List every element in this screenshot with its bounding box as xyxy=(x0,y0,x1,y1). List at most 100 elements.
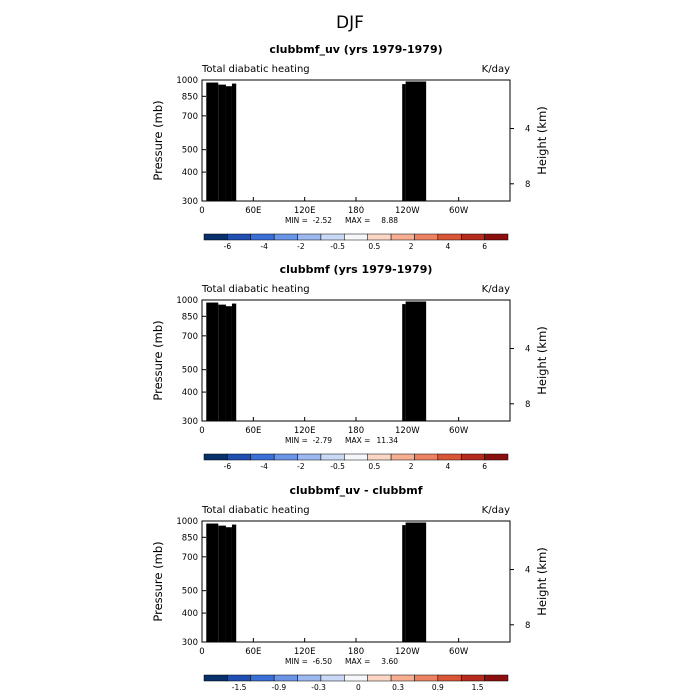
plot-frame xyxy=(201,299,511,422)
colorbar-swatch xyxy=(460,453,485,461)
panel-title: clubbmf_uv (yrs 1979-1979) xyxy=(269,43,442,56)
colorbar-swatch xyxy=(297,453,322,461)
y-axis-label: Pressure (mb) xyxy=(151,320,165,400)
y-tick-label: 850 xyxy=(182,533,198,543)
colorbar-swatch xyxy=(484,674,509,682)
colorbar-swatch xyxy=(273,233,298,241)
units-label: K/day xyxy=(482,284,510,295)
colorbar-swatch xyxy=(320,233,345,241)
y-right-tick-label: 4 xyxy=(525,566,530,576)
colorbar-swatch xyxy=(390,674,415,682)
y-tick-label: 850 xyxy=(182,312,198,322)
y-tick-label: 700 xyxy=(182,332,198,342)
plot-frame xyxy=(201,520,511,643)
colorbar-tick-label: 4 xyxy=(445,242,450,251)
colorbar-tick-label: 1.5 xyxy=(472,683,484,692)
y-right-tick-label: 4 xyxy=(525,345,530,355)
colorbar-swatch xyxy=(414,233,439,241)
panel-title: clubbmf (yrs 1979-1979) xyxy=(280,263,433,276)
colorbar-swatch xyxy=(367,674,392,682)
colorbar-tick-label: 4 xyxy=(445,462,450,471)
colorbar-swatch xyxy=(344,453,368,461)
y-tick-label: 700 xyxy=(182,553,198,563)
colorbar-swatch xyxy=(250,453,275,461)
y-right-tick-label: 8 xyxy=(525,621,530,631)
colorbar-tick-label: -0.5 xyxy=(330,462,345,471)
terrain-mask xyxy=(231,524,237,642)
max-label: MAX = xyxy=(345,216,370,225)
colorbar-tick-label: 0.5 xyxy=(368,242,380,251)
colorbar-tick-label: -0.5 xyxy=(330,242,345,251)
y-tick-label: 1000 xyxy=(176,296,198,306)
left-string: Total diabatic heating xyxy=(201,505,310,516)
colorbar-swatch xyxy=(484,453,509,461)
terrain-mask xyxy=(402,84,406,201)
left-string: Total diabatic heating xyxy=(201,284,310,295)
panel-2: clubbmf (yrs 1979-1979) Total diabatic he… xyxy=(151,263,549,471)
y-axis-label: Pressure (mb) xyxy=(151,541,165,621)
colorbar-swatch xyxy=(390,453,415,461)
colorbar-tick-label: -6 xyxy=(224,462,232,471)
x-tick-label: 60W xyxy=(449,426,469,436)
plot-frame xyxy=(201,79,511,202)
units-label: K/day xyxy=(482,505,510,516)
y-right-axis-label: Height (km) xyxy=(535,547,549,616)
colorbar-swatch xyxy=(437,233,462,241)
colorbar-swatch xyxy=(344,233,368,241)
max-value: 3.60 xyxy=(381,657,398,666)
colorbar-tick-label: 2 xyxy=(409,242,414,251)
terrain-mask xyxy=(231,303,237,421)
min-label: MIN = xyxy=(285,436,308,445)
x-tick-label: 60E xyxy=(245,426,261,436)
panel-1: clubbmf_uv (yrs 1979-1979) Total diabatic… xyxy=(151,43,549,251)
y-tick-label: 400 xyxy=(182,388,198,398)
colorbar-swatch xyxy=(273,674,298,682)
figure-title: DJF xyxy=(336,13,364,33)
colorbar-swatch xyxy=(297,674,322,682)
colorbar-tick-label: 0.3 xyxy=(392,683,404,692)
terrain-mask xyxy=(206,523,219,642)
y-tick-label: 400 xyxy=(182,609,198,619)
y-right-axis-label: Height (km) xyxy=(535,326,549,395)
max-label: MAX = xyxy=(345,436,370,445)
y-tick-label: 700 xyxy=(182,112,198,122)
colorbar: -1.5 -0.9 -0.3 0 0.3 0.9 1.5 xyxy=(203,674,509,692)
colorbar-tick-label: -2 xyxy=(297,462,305,471)
y-tick-label: 300 xyxy=(182,417,198,427)
colorbar-swatch xyxy=(273,453,298,461)
colorbar-tick-label: 6 xyxy=(482,242,487,251)
terrain-mask xyxy=(206,82,219,201)
colorbar-swatch xyxy=(227,674,252,682)
y-tick-label: 1000 xyxy=(176,76,198,86)
terrain-mask xyxy=(218,84,226,201)
colorbar-tick-label: -0.3 xyxy=(311,683,326,692)
terrain-mask xyxy=(402,304,406,421)
colorbar-swatch xyxy=(390,233,415,241)
max-label: MAX = xyxy=(345,657,370,666)
y-tick-label: 400 xyxy=(182,168,198,178)
units-label: K/day xyxy=(482,64,510,75)
terrain-mask xyxy=(218,525,226,642)
colorbar-swatch xyxy=(250,674,275,682)
panel-title: clubbmf_uv - clubbmf xyxy=(290,484,423,497)
colorbar-swatch xyxy=(203,674,228,682)
min-value: -2.52 xyxy=(313,216,333,225)
colorbar-tick-label: 0.5 xyxy=(368,462,380,471)
colorbar-swatch xyxy=(460,674,485,682)
y-tick-label: 850 xyxy=(182,92,198,102)
colorbar-tick-label: 2 xyxy=(409,462,414,471)
colorbar-swatch xyxy=(367,233,392,241)
colorbar-tick-label: -1.5 xyxy=(232,683,247,692)
max-value: 11.34 xyxy=(377,436,399,445)
min-value: -6.50 xyxy=(313,657,333,666)
x-tick-label: 0 xyxy=(199,206,204,216)
terrain-mask xyxy=(231,83,237,201)
colorbar-swatch xyxy=(414,453,439,461)
terrain-mask xyxy=(206,302,219,421)
colorbar-swatch xyxy=(414,674,439,682)
x-tick-label: 0 xyxy=(199,647,204,657)
terrain-mask xyxy=(218,304,226,421)
colorbar-tick-label: -4 xyxy=(260,242,268,251)
colorbar-swatch xyxy=(227,453,252,461)
y-axis-label: Pressure (mb) xyxy=(151,100,165,180)
